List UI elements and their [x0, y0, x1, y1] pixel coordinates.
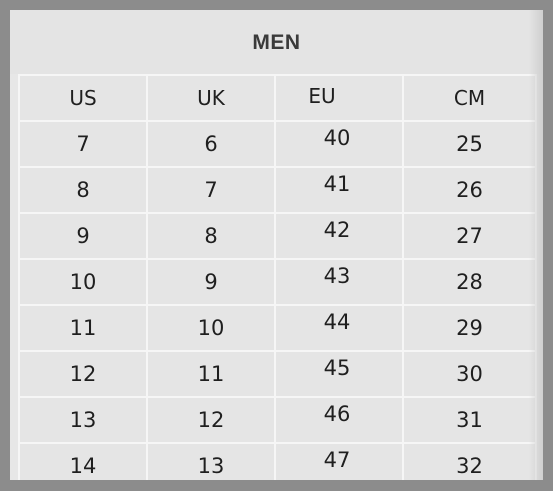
cell-eu: 40 [274, 120, 404, 168]
cell-eu-value: 46 [323, 402, 351, 426]
cell-uk: 7 [146, 166, 276, 214]
cell-eu-value: 40 [323, 126, 351, 150]
edge-shadow [529, 10, 543, 480]
cell-us: 8 [18, 166, 148, 214]
cell-cm: 31 [402, 396, 537, 444]
cell-cm: 29 [402, 304, 537, 352]
cell-eu: 41 [274, 166, 404, 214]
cell-cm: 28 [402, 258, 537, 306]
cell-eu: 46 [274, 396, 404, 444]
cell-us: 12 [18, 350, 148, 398]
cell-eu-value: 43 [323, 264, 351, 288]
header-uk: UK [146, 74, 276, 122]
cell-us: 11 [18, 304, 148, 352]
cell-us: 14 [18, 442, 148, 480]
table-row: 10 9 43 28 [18, 258, 537, 306]
table-row: 7 6 40 25 [18, 120, 537, 168]
cell-uk: 11 [146, 350, 276, 398]
cell-us: 10 [18, 258, 148, 306]
table-row: 11 10 44 29 [18, 304, 537, 352]
table-row: 9 8 42 27 [18, 212, 537, 260]
table-row: 14 13 47 32 [18, 442, 537, 480]
chart-title: MEN [252, 31, 301, 54]
cell-us: 9 [18, 212, 148, 260]
table-row: 8 7 41 26 [18, 166, 537, 214]
header-us: US [18, 74, 148, 122]
cell-cm: 25 [402, 120, 537, 168]
cell-uk: 12 [146, 396, 276, 444]
cell-eu: 43 [274, 258, 404, 306]
cell-eu: 42 [274, 212, 404, 260]
header-cm: CM [402, 74, 537, 122]
cell-eu-value: 47 [323, 448, 351, 472]
title-row: MEN [10, 10, 543, 74]
cell-cm: 32 [402, 442, 537, 480]
cell-cm: 26 [402, 166, 537, 214]
cell-cm: 27 [402, 212, 537, 260]
size-chart-panel: MEN US UK EU CM 7 6 40 25 [10, 10, 543, 480]
cell-cm: 30 [402, 350, 537, 398]
cell-eu: 47 [274, 442, 404, 480]
cell-uk: 13 [146, 442, 276, 480]
cell-eu: 44 [274, 304, 404, 352]
cell-us: 13 [18, 396, 148, 444]
cell-eu-value: 42 [323, 218, 351, 242]
table-row: 12 11 45 30 [18, 350, 537, 398]
cell-eu-value: 41 [323, 172, 351, 196]
cell-uk: 10 [146, 304, 276, 352]
cell-eu-value: 44 [323, 310, 351, 334]
table-row: 13 12 46 31 [18, 396, 537, 444]
header-eu-label: EU [308, 84, 336, 108]
cell-eu-value: 45 [323, 356, 351, 380]
cell-uk: 6 [146, 120, 276, 168]
header-eu: EU [274, 74, 404, 122]
cell-eu: 45 [274, 350, 404, 398]
header-row: US UK EU CM [18, 74, 537, 122]
cell-us: 7 [18, 120, 148, 168]
cell-uk: 8 [146, 212, 276, 260]
cell-uk: 9 [146, 258, 276, 306]
size-table: US UK EU CM 7 6 40 25 8 7 41 26 [18, 74, 537, 480]
